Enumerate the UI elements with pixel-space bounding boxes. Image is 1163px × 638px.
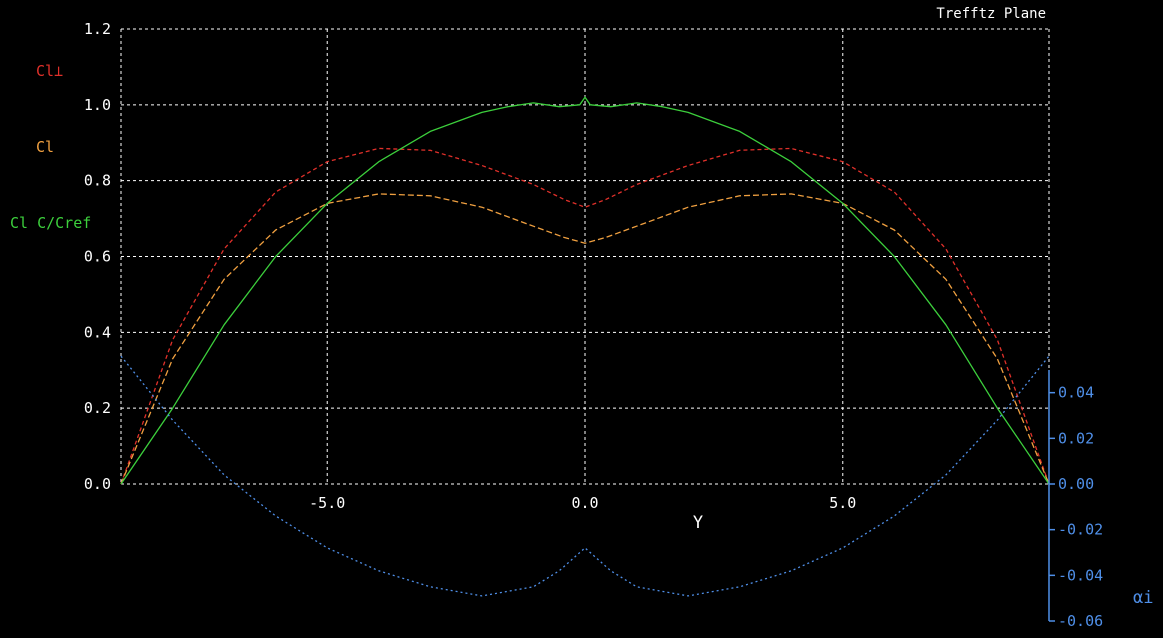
y-tick-label: 1.0 [84, 96, 111, 114]
legend-cl-perp: Cl⊥ [36, 62, 63, 80]
x-tick-label: 0.0 [571, 494, 598, 512]
y2-tick-label: 0.02 [1058, 429, 1094, 447]
x-tick-label: -5.0 [309, 494, 345, 512]
y2-tick-label: -0.02 [1058, 521, 1103, 539]
y-tick-label: 1.2 [84, 20, 111, 38]
y2-tick-label: -0.04 [1058, 566, 1103, 584]
x-axis-label: Y [693, 513, 703, 533]
y2-tick-label: 0.00 [1058, 475, 1094, 493]
y-tick-label: 0.8 [84, 172, 111, 190]
y-tick-label: 0.6 [84, 248, 111, 266]
series-line [120, 147, 1050, 485]
y-tick-label: 0.2 [84, 399, 111, 417]
series-line [120, 193, 1050, 485]
chart-title: Trefftz Plane [936, 6, 1046, 22]
axes: 0.0 0.2 0.4 0.6 0.8 1.0 1.2 -5.0 0.0 5.0 -0.06 -0.0… [84, 20, 1103, 630]
y-tick-label: 0.0 [84, 475, 111, 493]
x-tick-label: 5.0 [829, 494, 856, 512]
y2-tick-label: -0.06 [1058, 612, 1103, 630]
legend-cl-c-cref: Cl C/Cref [10, 214, 91, 232]
y2-tick-label: 0.04 [1058, 384, 1094, 402]
series-group [120, 96, 1050, 597]
legend-cl: Cl [36, 138, 54, 156]
y-tick-label: 0.4 [84, 323, 111, 341]
y2-axis-label: αi [1133, 588, 1153, 608]
series-line [120, 96, 1050, 485]
